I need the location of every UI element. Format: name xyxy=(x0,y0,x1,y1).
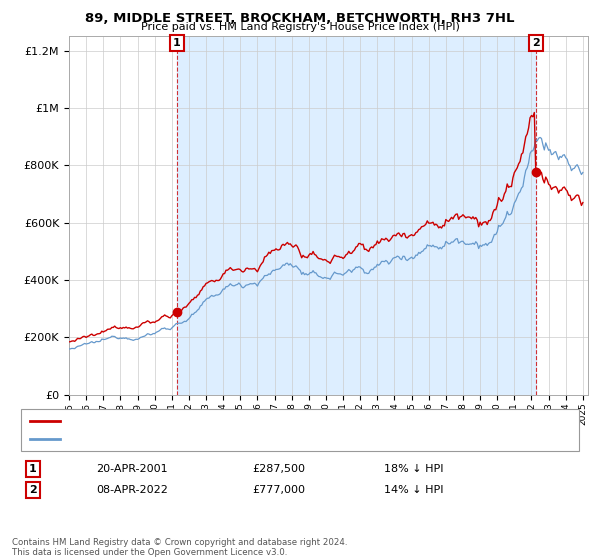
Text: 89, MIDDLE STREET, BROCKHAM, BETCHWORTH, RH3 7HL: 89, MIDDLE STREET, BROCKHAM, BETCHWORTH,… xyxy=(85,12,515,25)
Text: 14% ↓ HPI: 14% ↓ HPI xyxy=(384,485,443,495)
Text: 2: 2 xyxy=(532,38,540,48)
Text: 08-APR-2022: 08-APR-2022 xyxy=(96,485,168,495)
Text: HPI: Average price, detached house, Mole Valley: HPI: Average price, detached house, Mole… xyxy=(66,434,318,444)
Text: 1: 1 xyxy=(173,38,181,48)
Text: 18% ↓ HPI: 18% ↓ HPI xyxy=(384,464,443,474)
Text: 2: 2 xyxy=(29,485,37,495)
Text: 20-APR-2001: 20-APR-2001 xyxy=(96,464,167,474)
Text: Contains HM Land Registry data © Crown copyright and database right 2024.
This d: Contains HM Land Registry data © Crown c… xyxy=(12,538,347,557)
Text: 1: 1 xyxy=(29,464,37,474)
Text: Price paid vs. HM Land Registry's House Price Index (HPI): Price paid vs. HM Land Registry's House … xyxy=(140,22,460,32)
Text: £287,500: £287,500 xyxy=(252,464,305,474)
Text: £777,000: £777,000 xyxy=(252,485,305,495)
Bar xyxy=(177,36,536,395)
Text: 89, MIDDLE STREET, BROCKHAM, BETCHWORTH, RH3 7HL (detached house): 89, MIDDLE STREET, BROCKHAM, BETCHWORTH,… xyxy=(66,416,462,426)
